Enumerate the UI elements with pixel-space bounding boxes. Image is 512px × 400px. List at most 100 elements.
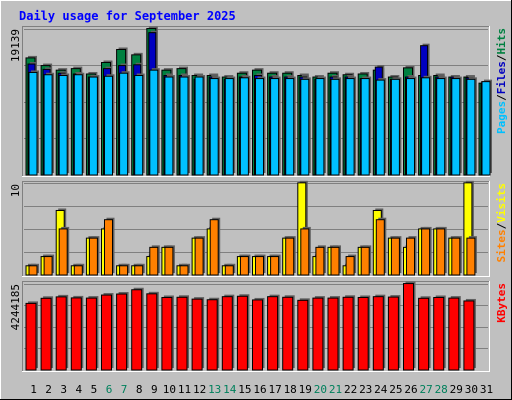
bar-pages-day-26-face <box>406 78 415 176</box>
bar-pages-day-4-face <box>73 74 83 176</box>
bar-pages-day-7-face <box>119 72 129 176</box>
bar-pages-day-21 <box>330 77 341 176</box>
bar-sites-day-29 <box>451 236 462 276</box>
day-label-5: 5 <box>91 383 98 396</box>
bar-pages-day-1 <box>28 70 39 176</box>
bar-kbytes-day-12-face <box>191 298 203 371</box>
bar-sites-day-2 <box>43 254 55 276</box>
bar-kbytes-day-7-face <box>116 293 128 371</box>
bar-pages-day-25-face <box>390 78 400 176</box>
bar-kbytes-day-14-face <box>221 296 233 371</box>
bar-sites-day-1 <box>28 263 39 276</box>
bar-pages-day-14 <box>224 76 236 176</box>
bar-pages-day-30 <box>466 77 477 176</box>
bar-kbytes-day-23-face <box>357 296 369 371</box>
legend-hits-files-pages: Pages/Files/Hits <box>495 28 508 134</box>
bar-kbytes-day-5 <box>85 296 99 371</box>
bar-sites-day-22 <box>345 254 357 276</box>
bar-pages-day-27 <box>421 75 432 176</box>
bar-pages-day-3-face <box>58 75 68 176</box>
bar-kbytes-day-15-face <box>236 295 248 371</box>
bar-pages-day-22 <box>345 76 357 176</box>
day-label-23: 23 <box>359 383 372 396</box>
legend-separator: / <box>495 54 508 61</box>
bar-kbytes-day-26 <box>403 281 416 371</box>
bar-sites-day-8 <box>134 263 145 276</box>
bar-pages-day-13-face <box>209 78 219 176</box>
bar-sites-day-5-face <box>88 237 98 276</box>
bar-kbytes-day-3 <box>55 294 69 371</box>
bar-sites-day-28-face <box>436 228 446 276</box>
day-label-1: 1 <box>30 383 37 396</box>
bar-sites-day-7-face <box>119 265 129 276</box>
bar-kbytes-day-19 <box>297 298 310 371</box>
bar-kbytes-day-2 <box>40 296 54 371</box>
bar-pages-day-26 <box>406 76 417 176</box>
y-axis-max-label: 4244185 <box>9 284 22 330</box>
bar-pages-day-2 <box>43 72 55 176</box>
bar-pages-day-11-face <box>179 76 189 176</box>
bar-sites-day-5 <box>88 236 100 276</box>
bar-sites-day-25 <box>390 236 402 276</box>
day-label-9: 9 <box>151 383 158 396</box>
bar-pages-day-10 <box>164 75 175 176</box>
bar-kbytes-day-29-face <box>448 297 460 371</box>
legend-visits: Visits <box>495 183 508 223</box>
bar-sites-day-6 <box>104 217 115 276</box>
bar-pages-day-16 <box>255 76 266 176</box>
bar-pages-day-31 <box>481 79 492 176</box>
bar-kbytes-day-2-face <box>40 297 52 371</box>
bar-sites-day-13 <box>209 217 221 276</box>
bar-sites-day-21-face <box>330 246 340 276</box>
bar-sites-day-12 <box>194 236 206 276</box>
bar-kbytes-day-10 <box>161 295 174 371</box>
bar-pages-day-23 <box>360 76 372 176</box>
bar-sites-day-11 <box>179 263 190 276</box>
panel-kbytes: 4244185 KBytes <box>9 281 508 372</box>
bar-pages-day-15-face <box>239 77 249 176</box>
legend-sites: Sites <box>495 229 508 262</box>
bar-kbytes-day-16 <box>252 297 265 371</box>
day-label-14: 14 <box>223 383 237 396</box>
bar-sites-day-16-face <box>255 256 264 276</box>
bar-kbytes-day-18 <box>282 295 295 371</box>
bar-kbytes-day-9 <box>146 291 159 371</box>
bar-pages-day-15 <box>239 75 251 176</box>
bar-kbytes-day-24-face <box>372 296 384 371</box>
bar-sites-day-24 <box>375 217 387 276</box>
legend-hits: Hits <box>495 28 508 55</box>
bar-pages-day-10-face <box>164 76 174 176</box>
bar-sites-day-6-face <box>104 219 113 276</box>
bar-kbytes-day-21 <box>327 296 340 371</box>
bar-pages-day-4 <box>73 72 85 176</box>
bar-sites-day-30-face <box>466 237 476 276</box>
y-axis-max-label: 19139 <box>9 29 22 62</box>
bar-kbytes-day-28 <box>433 295 446 371</box>
day-label-17: 17 <box>268 383 281 396</box>
bar-kbytes-day-4 <box>70 295 84 371</box>
bar-pages-day-9 <box>149 68 160 176</box>
bar-pages-day-29 <box>451 76 462 176</box>
legend-visits-sites: Sites/Visits <box>495 183 508 263</box>
bar-pages-day-30-face <box>466 78 476 176</box>
bar-kbytes-day-24 <box>372 294 386 371</box>
bar-sites-day-10 <box>164 245 175 276</box>
bar-kbytes-day-3-face <box>55 296 67 371</box>
bar-kbytes-day-10-face <box>161 296 173 371</box>
bar-pages-day-22-face <box>345 78 355 176</box>
bar-kbytes-day-27-face <box>418 297 430 371</box>
bar-kbytes-day-25-face <box>387 296 399 371</box>
bar-pages-day-2-face <box>43 74 53 176</box>
day-label-6: 6 <box>106 383 113 396</box>
bar-sites-day-26 <box>406 236 417 276</box>
bar-pages-day-21-face <box>330 78 340 176</box>
bar-pages-day-13 <box>209 76 221 176</box>
day-label-3: 3 <box>60 383 67 396</box>
bar-kbytes-day-4-face <box>70 297 82 371</box>
chart-panels: 19139Pages/Files/Hits10Sites/Visits42441… <box>9 26 508 372</box>
panel-hits-files-pages: 19139 Pages/Files/Hits <box>9 26 508 177</box>
bar-sites-day-4 <box>73 263 85 276</box>
legend-files: Files <box>495 61 508 94</box>
legend-separator: / <box>495 222 508 229</box>
bar-sites-day-27-face <box>421 228 431 276</box>
